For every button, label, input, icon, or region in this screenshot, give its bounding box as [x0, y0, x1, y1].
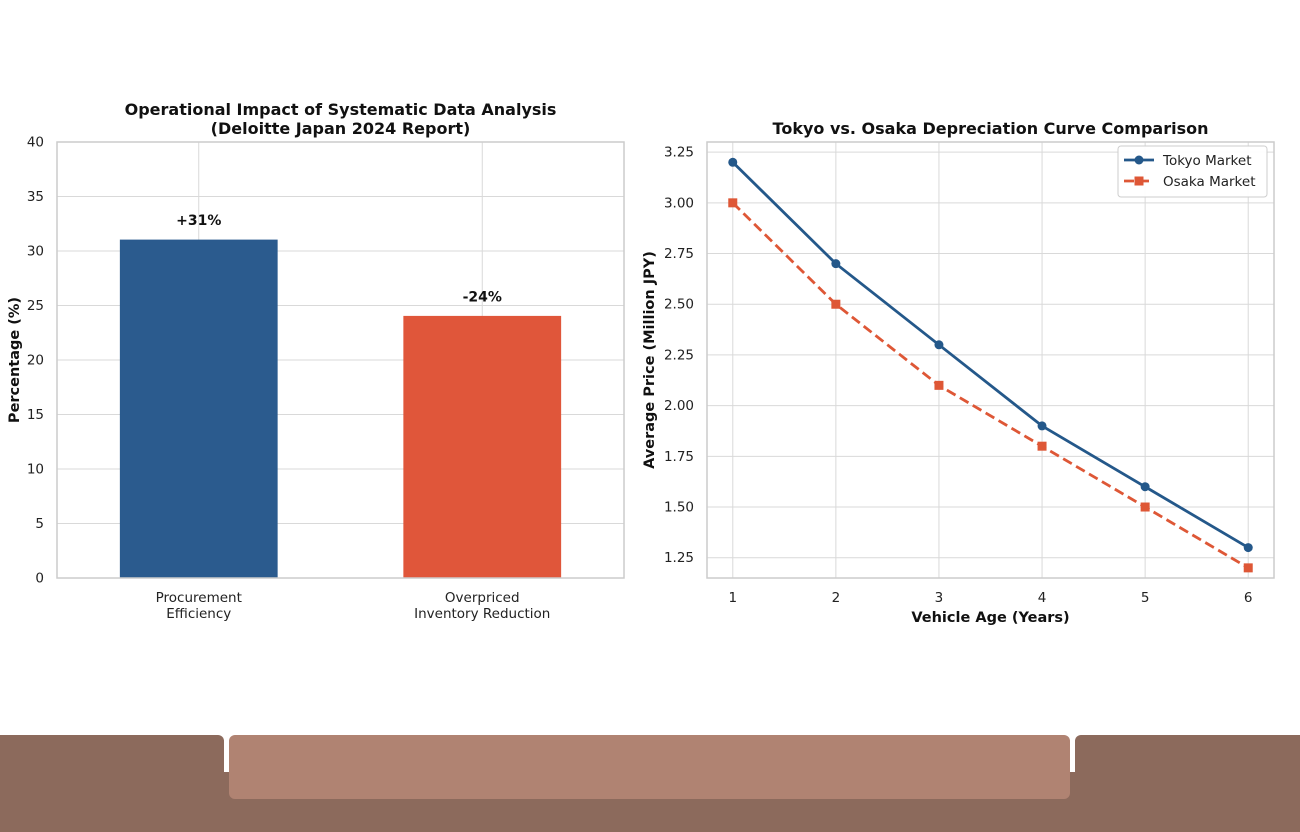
bar-y-tick-label: 40 [27, 135, 44, 151]
legend-marker [1134, 176, 1144, 186]
line-x-tick-label: 5 [1141, 590, 1150, 606]
line-chart-title: Tokyo vs. Osaka Depreciation Curve Compa… [773, 119, 1209, 138]
line-x-tick-label: 1 [728, 590, 737, 606]
data-point-tokyo [1243, 543, 1253, 553]
bar-plot-frame [56, 141, 625, 579]
line-x-tick-label: 3 [935, 590, 944, 606]
line-x-tick-label: 6 [1244, 590, 1253, 606]
legend-box [1117, 145, 1268, 198]
data-point-tokyo [1140, 482, 1150, 492]
legend-marker [1134, 155, 1144, 165]
data-point-tokyo [934, 340, 944, 350]
bar-y-tick-label: 5 [35, 516, 44, 532]
data-point-osaka [728, 198, 738, 208]
bar-chart-title: Operational Impact of Systematic Data An… [125, 100, 557, 138]
bar-y-tick-label: 35 [27, 189, 44, 205]
data-point-tokyo [728, 157, 738, 167]
line-plot-frame [706, 141, 1275, 579]
line-y-tick-label: 1.75 [664, 449, 694, 465]
line-y-tick-label: 1.25 [664, 550, 694, 566]
bar-y-tick-label: 25 [27, 298, 44, 314]
data-point-osaka [934, 380, 944, 390]
line-x-axis-label: Vehicle Age (Years) [911, 610, 1069, 626]
line-y-tick-label: 3.00 [664, 195, 694, 211]
legend-label: Tokyo Market [1162, 153, 1252, 169]
bar-y-tick-label: 15 [27, 407, 44, 423]
series-line-tokyo [731, 161, 1249, 549]
line-y-tick-label: 2.75 [664, 246, 694, 262]
footer-block-center [229, 735, 1070, 799]
line-x-tick-label: 2 [832, 590, 841, 606]
bar-chart: 0 5 10 15 20 25 30 35 40 +31% Procurement Efficienc… [7, 100, 625, 622]
line-y-tick-label: 2.50 [664, 297, 694, 313]
data-point-osaka [1037, 441, 1047, 451]
data-point-tokyo [1037, 421, 1047, 431]
footer-block-left [0, 735, 224, 832]
bar-x-tick-label: Procurement Efficiency [156, 590, 242, 622]
line-y-tick-label: 3.25 [664, 145, 694, 161]
legend-label: Osaka Market [1163, 174, 1255, 190]
line-y-tick-label: 1.50 [664, 500, 694, 516]
bar-y-tick-label: 30 [27, 244, 44, 260]
series-line-osaka [731, 201, 1249, 570]
footer-block-right [1075, 735, 1300, 832]
bar-y-tick-label: 10 [27, 462, 44, 478]
bar-y-tick-label: 0 [35, 571, 44, 587]
bar-data-label: -24% [463, 289, 502, 305]
bar-x-tick-label: Overpriced Inventory Reduction [414, 590, 550, 622]
line-y-tick-label: 2.00 [664, 398, 694, 414]
bar-y-tick-label: 20 [27, 353, 44, 369]
bar-y-axis-label: Percentage (%) [7, 297, 23, 423]
line-chart: 1.25 1.50 1.75 2.00 2.25 2.50 2.75 3.00 3.25 1 2 3 4… [642, 119, 1275, 626]
data-point-tokyo [831, 259, 841, 269]
bar [119, 239, 278, 579]
bar [403, 315, 562, 579]
data-point-osaka [831, 299, 841, 309]
data-point-osaka [1140, 502, 1150, 512]
line-y-axis-label: Average Price (Million JPY) [642, 251, 658, 469]
bar-data-label: +31% [176, 213, 221, 229]
data-point-osaka [1243, 563, 1253, 573]
line-x-tick-label: 4 [1038, 590, 1047, 606]
line-y-tick-label: 2.25 [664, 347, 694, 363]
